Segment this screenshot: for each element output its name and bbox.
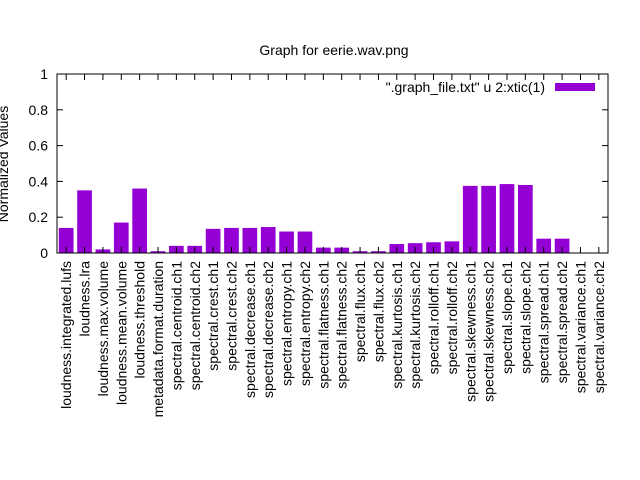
x-tick-label: spectral.skewness.ch1 bbox=[462, 261, 478, 402]
bar-spectral-crest-ch2 bbox=[224, 227, 239, 253]
y-tick-label: 0.4 bbox=[29, 173, 49, 189]
x-tick-label: loudness.max.volume bbox=[95, 261, 111, 397]
x-tick-label: spectral.slope.ch2 bbox=[517, 261, 533, 374]
x-tick-label: spectral.slope.ch1 bbox=[499, 261, 515, 374]
x-tick-label: spectral.kurtosis.ch1 bbox=[389, 261, 405, 389]
bar-spectral-skewness-ch2 bbox=[481, 185, 496, 254]
x-axis: loudness.integrated.lufs loudness.lra loud… bbox=[58, 74, 607, 417]
bar-spectral-decrease-ch1 bbox=[242, 227, 258, 253]
x-tick-label: loudness.mean.volume bbox=[113, 261, 129, 405]
x-tick-label: spectral.rolloff.ch1 bbox=[426, 261, 442, 375]
bar-spectral-entropy-ch1 bbox=[279, 231, 294, 253]
bar-spectral-decrease-ch2 bbox=[260, 227, 276, 253]
bar-spectral-slope-ch1 bbox=[499, 184, 515, 253]
legend-label: ".graph_file.txt" u 2:xtic(1) bbox=[386, 79, 545, 95]
chart-title: Graph for eerie.wav.png bbox=[259, 42, 408, 58]
x-tick-label: spectral.entropy.ch2 bbox=[297, 261, 313, 386]
x-tick-label: metadata.format.duration bbox=[150, 261, 166, 417]
x-tick-label: spectral.spread.ch1 bbox=[536, 261, 552, 383]
x-tick-label: spectral.entropy.ch1 bbox=[279, 261, 295, 386]
legend: ".graph_file.txt" u 2:xtic(1) bbox=[386, 79, 595, 95]
x-tick-label: spectral.centroid.ch1 bbox=[168, 261, 184, 390]
y-tick-label: 0.8 bbox=[29, 102, 49, 118]
x-tick-label: loudness.integrated.lufs bbox=[58, 261, 74, 409]
y-axis: 0 0.2 0.4 0.6 0.8 1 bbox=[29, 66, 608, 261]
bar-spectral-crest-ch1 bbox=[205, 228, 221, 253]
x-tick-label: loudness.lra bbox=[77, 261, 93, 337]
x-tick-label: spectral.flatness.ch2 bbox=[334, 261, 350, 389]
x-tick-label: spectral.flatness.ch1 bbox=[315, 261, 331, 389]
bar-spectral-spread-ch2 bbox=[554, 238, 570, 253]
bar-spectral-spread-ch1 bbox=[536, 238, 552, 253]
bar-loudness-integrated-lufs bbox=[58, 227, 74, 253]
x-tick-label: spectral.decrease.ch2 bbox=[260, 261, 276, 398]
bar-loudness-lra bbox=[77, 190, 92, 253]
x-tick-label: spectral.kurtosis.ch2 bbox=[407, 261, 423, 389]
plot-frame bbox=[56, 73, 609, 254]
bar-spectral-slope-ch2 bbox=[518, 184, 533, 253]
x-tick-label: spectral.variance.ch1 bbox=[572, 261, 588, 394]
x-tick-label: spectral.decrease.ch1 bbox=[242, 261, 258, 398]
x-tick-label: spectral.skewness.ch2 bbox=[481, 261, 497, 402]
x-tick-label: spectral.crest.ch2 bbox=[223, 261, 239, 371]
y-tick-label: 0 bbox=[40, 245, 48, 261]
bar-loudness-threshold bbox=[132, 188, 147, 253]
y-axis-label: Normalized Values bbox=[0, 106, 11, 222]
x-tick-label: spectral.spread.ch2 bbox=[554, 261, 570, 383]
bar-loudness-mean-volume bbox=[113, 222, 129, 253]
x-tick-label: spectral.flux.ch1 bbox=[352, 261, 368, 362]
legend-swatch bbox=[555, 83, 595, 91]
x-tick-label: spectral.rolloff.ch2 bbox=[444, 261, 460, 375]
y-tick-label: 0.2 bbox=[29, 209, 49, 225]
x-tick-label: spectral.centroid.ch2 bbox=[187, 261, 203, 390]
x-tick-label: spectral.flux.ch2 bbox=[370, 261, 386, 362]
y-tick-label: 0.6 bbox=[29, 138, 49, 154]
y-tick-label: 1 bbox=[40, 66, 48, 82]
x-tick-label: loudness.threshold bbox=[132, 261, 148, 379]
x-tick-label: spectral.variance.ch2 bbox=[591, 261, 607, 394]
bar-spectral-entropy-ch2 bbox=[297, 231, 313, 253]
bar-spectral-skewness-ch1 bbox=[462, 185, 478, 254]
bars-group bbox=[58, 184, 570, 254]
x-tick-label: spectral.crest.ch1 bbox=[205, 261, 221, 371]
